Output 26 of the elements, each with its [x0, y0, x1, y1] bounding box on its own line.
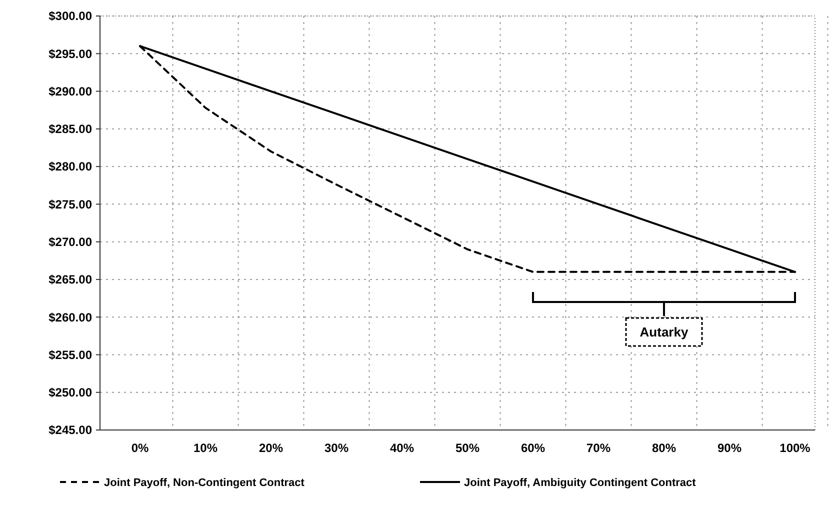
x-tick-label: 50% [455, 441, 480, 455]
annotation: Autarky [640, 324, 689, 340]
y-tick-label: $275.00 [48, 197, 92, 212]
y-tick-label: $290.00 [48, 84, 92, 98]
y-tick-label: $250.00 [48, 386, 92, 400]
y-tick-label: $270.00 [48, 235, 92, 250]
x-tick-label: 90% [717, 441, 742, 455]
x-tick-label: 70% [586, 441, 611, 455]
x-tick-label: 20% [258, 441, 284, 455]
legend-label: Joint Payoff, Ambiguity Contingent Contract [464, 476, 696, 489]
x-tick-label: 100% [780, 441, 811, 455]
y-tick-label: $260.00 [48, 310, 92, 324]
x-tick-label: 0% [131, 441, 149, 455]
y-tick-label: $255.00 [48, 348, 92, 362]
x-tick-label: 40% [390, 441, 414, 455]
x-tick-label: 30% [324, 441, 349, 455]
y-tick-label: $265.00 [48, 272, 92, 287]
y-tick-label: $285.00 [48, 122, 92, 136]
y-tick-label: $300.00 [48, 9, 92, 24]
legend-label: Joint Payoff, Non-Contingent Contract [104, 476, 305, 489]
x-tick-label: 60% [520, 441, 546, 455]
y-tick-label: $280.00 [48, 160, 92, 174]
x-tick-label: 80% [652, 441, 676, 455]
x-tick-label: 10% [193, 441, 218, 455]
y-tick-label: $295.00 [48, 46, 92, 61]
y-tick-label: $245.00 [48, 423, 92, 438]
